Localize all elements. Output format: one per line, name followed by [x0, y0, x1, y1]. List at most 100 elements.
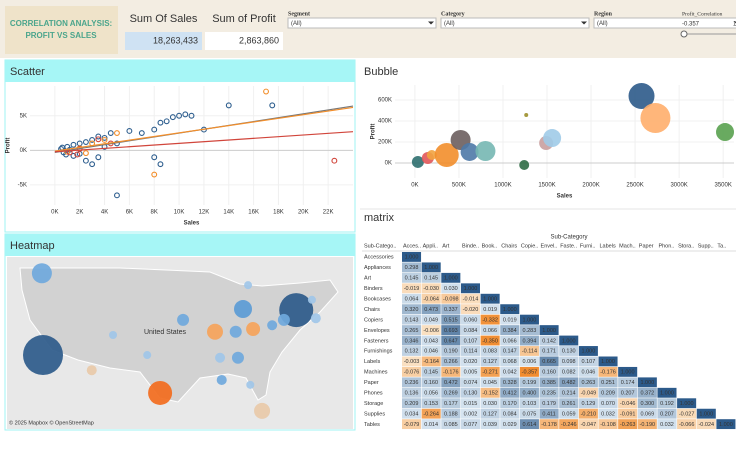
x-tick-label: 6K [126, 210, 133, 216]
column-header: Stora.. [678, 243, 695, 249]
matrix-cell [480, 377, 500, 388]
matrix-cell [441, 346, 461, 356]
cell-value: 0.014 [424, 422, 438, 428]
scatter-point [169, 114, 176, 121]
matrix-cell [480, 346, 500, 356]
cell-value: -0.114 [522, 349, 537, 355]
x-tick-label: 3500K [714, 183, 731, 189]
map-point [23, 335, 64, 376]
matrix-cell [539, 377, 559, 388]
x-tick-label: 1500K [538, 183, 555, 189]
cell-value: -0.019 [404, 286, 420, 292]
scatter-point [182, 111, 189, 118]
column-header: Binde.. [462, 243, 480, 249]
cell-value: -0.047 [581, 422, 597, 428]
matrix-cell [559, 408, 579, 419]
matrix-cell [460, 304, 480, 315]
cell-value: 1.000 [444, 276, 458, 282]
row-label: Storage [364, 401, 383, 407]
cell-value: -0.003 [404, 359, 420, 365]
matrix-cell [441, 283, 461, 294]
cell-value: 0.170 [503, 401, 517, 407]
matrix-cell [559, 387, 579, 398]
scatter-point [126, 128, 133, 134]
cell-value: 1.000 [699, 411, 713, 417]
x-tick-label: 12K [199, 210, 210, 216]
filter-value: (All) [291, 21, 302, 27]
cell-value: -0.246 [561, 422, 577, 428]
matrix-cell [402, 314, 422, 325]
cell-value: 1.000 [581, 349, 595, 355]
matrix-cell [500, 398, 520, 409]
matrix-cell [421, 419, 441, 430]
cell-value: 0.114 [464, 349, 477, 355]
bubble [411, 155, 424, 168]
dropdown-arrow [428, 21, 434, 25]
cell-value: 0.030 [444, 286, 458, 292]
matrix-cell [460, 366, 480, 377]
bubble [640, 102, 671, 133]
trend-line [54, 106, 354, 152]
matrix-cell [421, 387, 441, 398]
cell-value: 0.098 [562, 359, 576, 365]
cell-value: 0.411 [542, 411, 555, 417]
y-tick-label: 0K [385, 161, 392, 167]
matrix-cell [618, 377, 638, 388]
cell-value: 1.000 [503, 307, 517, 313]
matrix-cell [441, 314, 461, 325]
filter-dropdown[interactable] [440, 17, 590, 29]
matrix-cell [637, 398, 657, 409]
cell-value: 0.300 [640, 401, 654, 407]
filter-dropdown[interactable] [593, 17, 736, 29]
cell-value: 0.269 [444, 391, 458, 397]
cell-value: -0.350 [482, 338, 498, 344]
x-tick-label: 2500K [626, 183, 643, 189]
slider-handle[interactable] [680, 30, 688, 38]
bubble [519, 159, 530, 170]
bubble [475, 141, 496, 162]
matrix-cell [657, 419, 677, 430]
cell-value: -0.079 [404, 422, 420, 428]
matrix-cell [460, 419, 480, 430]
map-point [277, 313, 290, 326]
matrix-cell [402, 408, 422, 419]
matrix-cell [598, 377, 618, 388]
row-label: Phones [364, 391, 383, 397]
column-header: Furni.. [580, 243, 596, 249]
matrix-cell [559, 398, 579, 409]
cell-value: -0.357 [522, 370, 538, 376]
matrix-cell [460, 314, 480, 325]
cell-value: 0.251 [601, 380, 615, 386]
matrix-cell [500, 387, 520, 398]
matrix-cell [500, 356, 520, 367]
map-point [307, 295, 316, 304]
cell-value: 0.174 [621, 380, 635, 386]
matrix-cell [637, 408, 657, 419]
matrix-cell [637, 419, 657, 430]
matrix-cell [402, 377, 422, 388]
matrix-cell [460, 335, 480, 346]
x-tick-label: 14K [223, 210, 234, 216]
matrix-cell [441, 335, 461, 346]
dropdown-arrow [581, 21, 587, 25]
matrix-cell [460, 356, 480, 367]
cell-value: 0.074 [464, 380, 478, 386]
row-label: Chairs [364, 307, 380, 313]
scatter-point [89, 161, 96, 168]
cell-value: 0.145 [424, 370, 438, 376]
matrix-cell [578, 366, 598, 377]
matrix-cell [441, 293, 461, 304]
cell-value: 0.049 [424, 317, 438, 323]
scatter-point [163, 118, 170, 125]
cell-value: -0.024 [698, 422, 714, 428]
matrix-cell [480, 356, 500, 367]
matrix-cell [696, 408, 716, 419]
matrix-cell [421, 377, 441, 388]
filter-dropdown[interactable] [287, 17, 437, 29]
matrix-cell [441, 272, 461, 283]
scatter-point [157, 161, 164, 168]
cell-value: 0.083 [483, 349, 497, 355]
cell-value: 0.665 [542, 359, 556, 365]
cell-value: 0.265 [405, 328, 419, 334]
